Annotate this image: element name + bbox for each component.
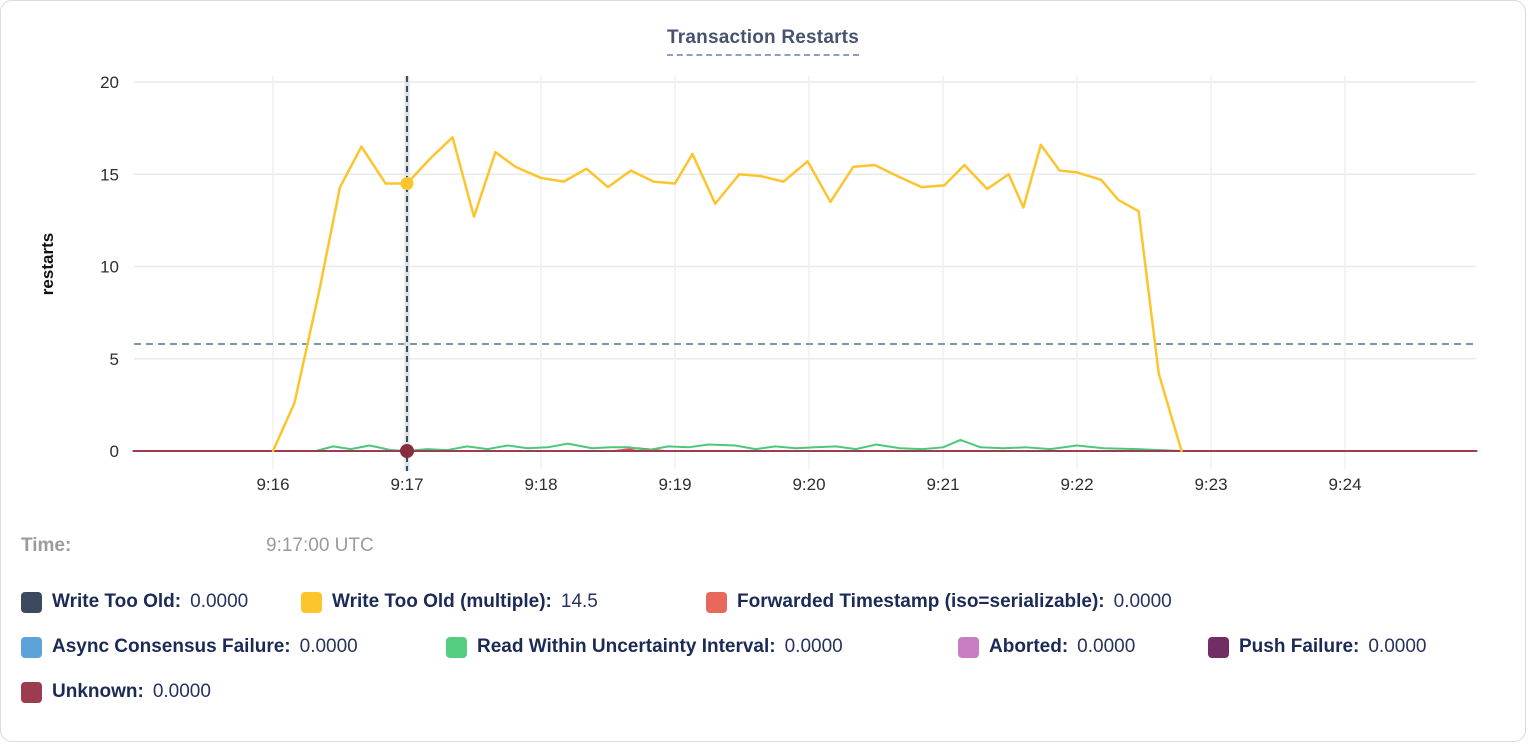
legend-item-aborted[interactable]: Aborted: 0.0000: [958, 636, 1208, 658]
legend-row-3: Unknown: 0.0000: [21, 681, 211, 703]
legend-value: 0.0000: [1113, 591, 1172, 612]
legend-label: Push Failure:: [1239, 636, 1360, 657]
legend-item-read-within-uncertainty-interval[interactable]: Read Within Uncertainty Interval: 0.0000: [446, 636, 958, 658]
time-value: 9:17:00 UTC: [266, 535, 374, 556]
legend-swatch-forwarded-timestamp: [706, 591, 727, 613]
legend-row-2: Async Consensus Failure: 0.0000 Read Wit…: [21, 636, 1426, 658]
chart-title[interactable]: Transaction Restarts: [667, 27, 859, 56]
legend-label: Async Consensus Failure:: [52, 636, 291, 657]
time-label: Time:: [21, 535, 72, 556]
legend-swatch-write-too-old-multiple: [301, 591, 322, 613]
x-tick-label: 9:17: [390, 475, 423, 494]
series-line-read-within-uncertainty-interval: [314, 438, 1183, 452]
legend-swatch-async-consensus-failure: [21, 636, 42, 658]
legend-item-write-too-old-multiple[interactable]: Write Too Old (multiple): 14.5: [301, 591, 706, 613]
series-line-write-too-old-multiple: [271, 136, 1183, 453]
legend-value: 0.0000: [152, 681, 211, 702]
legend-label: Aborted:: [989, 636, 1069, 657]
legend-value: 0.0000: [784, 636, 843, 657]
x-tick-label: 9:23: [1194, 475, 1227, 494]
x-tick-label: 9:21: [926, 475, 959, 494]
chart-title-wrap: Transaction Restarts: [1, 27, 1525, 56]
legend-swatch-write-too-old: [21, 591, 42, 613]
legend-label: Unknown:: [52, 681, 144, 702]
highlight-dot-write-too-old-multiple: [400, 176, 414, 190]
y-tick-label: 10: [100, 258, 119, 277]
y-axis-title: restarts: [38, 233, 57, 295]
legend-row-1: Write Too Old: 0.0000 Write Too Old (mul…: [21, 591, 1172, 613]
legend-swatch-read-within-uncertainty-interval: [446, 636, 467, 658]
x-tick-label: 9:22: [1060, 475, 1093, 494]
legend-item-async-consensus-failure[interactable]: Async Consensus Failure: 0.0000: [21, 636, 446, 658]
crosshair-time-row: Time: 9:17:00 UTC: [21, 535, 374, 557]
legend-swatch-unknown: [21, 681, 42, 703]
y-tick-label: 0: [110, 442, 119, 461]
x-tick-label: 9:20: [792, 475, 825, 494]
legend-item-write-too-old[interactable]: Write Too Old: 0.0000: [21, 591, 301, 613]
y-tick-label: 15: [100, 165, 119, 184]
transaction-restarts-chart[interactable]: 0 5 10 15 20 9:16 9:17 9:18 9:19 9:20 9:21 9:22 9:23…: [1, 1, 1526, 516]
highlight-dot-unknown: [400, 444, 414, 458]
legend-label: Read Within Uncertainty Interval:: [477, 636, 776, 657]
y-tick-label: 20: [100, 73, 119, 92]
x-tick-label: 9:24: [1328, 475, 1361, 494]
x-tick-label: 9:19: [658, 475, 691, 494]
x-tick-label: 9:16: [256, 475, 289, 494]
legend-item-push-failure[interactable]: Push Failure: 0.0000: [1208, 636, 1426, 658]
legend-value: 0.0000: [299, 636, 358, 657]
y-tick-label: 5: [110, 350, 119, 369]
legend-item-unknown[interactable]: Unknown: 0.0000: [21, 681, 211, 703]
legend-label: Forwarded Timestamp (iso=serializable):: [737, 591, 1105, 612]
legend-item-forwarded-timestamp[interactable]: Forwarded Timestamp (iso=serializable): …: [706, 591, 1172, 613]
legend-value: 0.0000: [190, 591, 249, 612]
legend-label: Write Too Old (multiple):: [332, 591, 552, 612]
legend-swatch-aborted: [958, 636, 979, 658]
x-tick-label: 9:18: [524, 475, 557, 494]
legend-swatch-push-failure: [1208, 636, 1229, 658]
legend-value: 0.0000: [1368, 636, 1427, 657]
legend-value: 14.5: [560, 591, 598, 612]
legend-label: Write Too Old:: [52, 591, 182, 612]
legend-value: 0.0000: [1077, 636, 1136, 657]
